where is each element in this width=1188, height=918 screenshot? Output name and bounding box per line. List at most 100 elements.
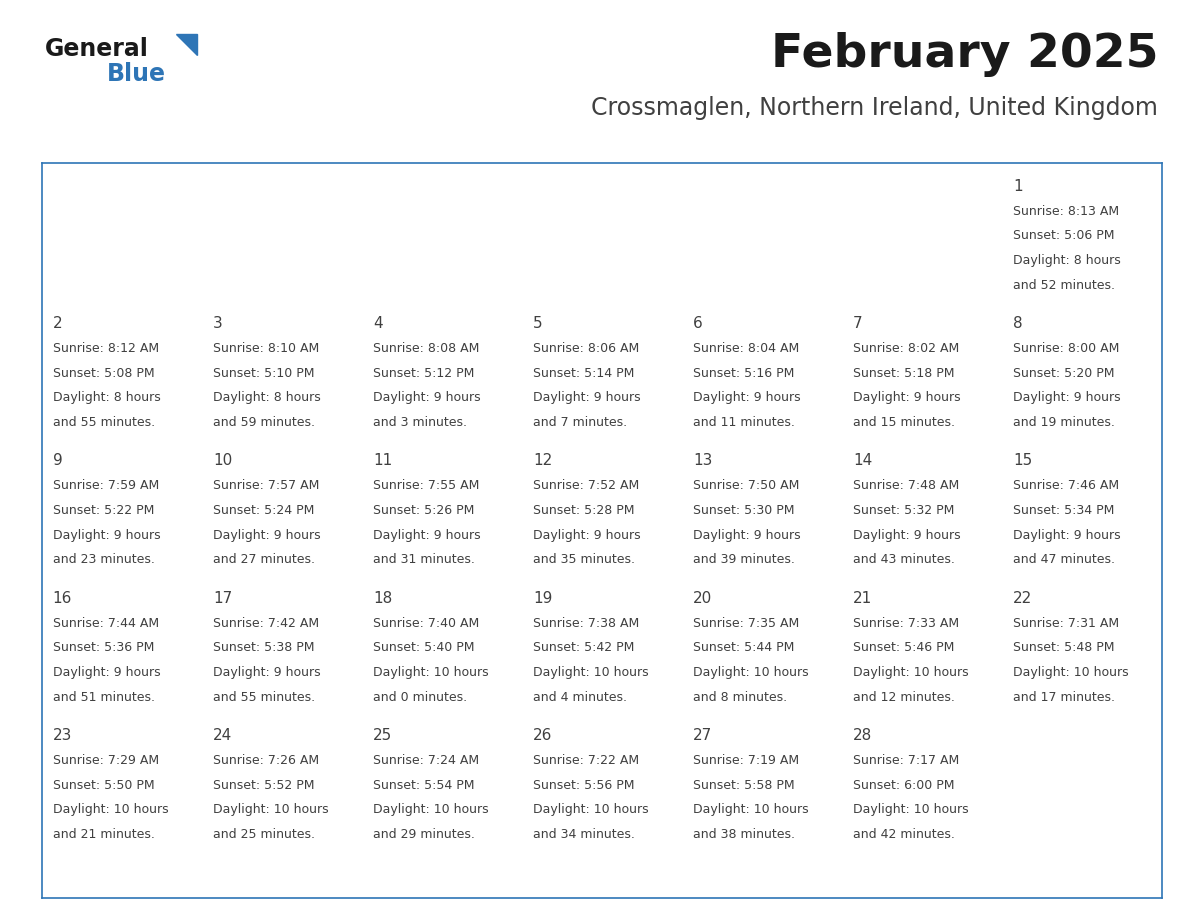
- Text: and 39 minutes.: and 39 minutes.: [693, 554, 795, 566]
- Text: Sunset: 5:58 PM: Sunset: 5:58 PM: [693, 778, 795, 791]
- Text: and 0 minutes.: and 0 minutes.: [373, 690, 467, 704]
- Text: 4: 4: [373, 316, 383, 330]
- Text: 26: 26: [533, 728, 552, 743]
- Text: Daylight: 8 hours: Daylight: 8 hours: [1013, 254, 1120, 267]
- Text: Sunrise: 7:33 AM: Sunrise: 7:33 AM: [853, 617, 959, 630]
- Text: Crossmaglen, Northern Ireland, United Kingdom: Crossmaglen, Northern Ireland, United Ki…: [592, 96, 1158, 120]
- Text: Daylight: 10 hours: Daylight: 10 hours: [693, 803, 809, 816]
- Text: 15: 15: [1013, 453, 1032, 468]
- Text: and 4 minutes.: and 4 minutes.: [533, 690, 627, 704]
- Text: Daylight: 10 hours: Daylight: 10 hours: [693, 666, 809, 679]
- Text: Sunrise: 7:52 AM: Sunrise: 7:52 AM: [533, 479, 639, 492]
- Text: Sunset: 5:54 PM: Sunset: 5:54 PM: [373, 778, 474, 791]
- Text: and 25 minutes.: and 25 minutes.: [213, 828, 315, 841]
- Text: General: General: [45, 37, 148, 61]
- Text: Sunrise: 7:48 AM: Sunrise: 7:48 AM: [853, 479, 959, 492]
- Text: and 12 minutes.: and 12 minutes.: [853, 690, 955, 704]
- Text: Sunrise: 7:46 AM: Sunrise: 7:46 AM: [1013, 479, 1119, 492]
- Text: Daylight: 9 hours: Daylight: 9 hours: [213, 666, 321, 679]
- Text: Sunrise: 7:57 AM: Sunrise: 7:57 AM: [213, 479, 320, 492]
- Text: Daylight: 9 hours: Daylight: 9 hours: [853, 529, 961, 542]
- Text: 11: 11: [373, 453, 392, 468]
- Text: 28: 28: [853, 728, 872, 743]
- Text: Sunrise: 7:50 AM: Sunrise: 7:50 AM: [693, 479, 800, 492]
- Text: 1: 1: [1013, 178, 1023, 194]
- Text: Sunrise: 7:31 AM: Sunrise: 7:31 AM: [1013, 617, 1119, 630]
- Text: Sunrise: 7:29 AM: Sunrise: 7:29 AM: [52, 754, 159, 767]
- Text: Daylight: 9 hours: Daylight: 9 hours: [373, 529, 480, 542]
- Text: Sunset: 5:52 PM: Sunset: 5:52 PM: [213, 778, 315, 791]
- Text: and 27 minutes.: and 27 minutes.: [213, 554, 315, 566]
- Text: 3: 3: [213, 316, 222, 330]
- Text: 12: 12: [533, 453, 552, 468]
- Text: 17: 17: [213, 590, 232, 606]
- Text: February 2025: February 2025: [771, 32, 1158, 77]
- Text: Sunrise: 7:42 AM: Sunrise: 7:42 AM: [213, 617, 318, 630]
- Text: and 43 minutes.: and 43 minutes.: [853, 554, 955, 566]
- Text: Sunrise: 7:59 AM: Sunrise: 7:59 AM: [52, 479, 159, 492]
- Text: and 19 minutes.: and 19 minutes.: [1013, 416, 1114, 429]
- Text: and 59 minutes.: and 59 minutes.: [213, 416, 315, 429]
- Text: Friday: Friday: [853, 132, 902, 147]
- Text: and 17 minutes.: and 17 minutes.: [1013, 690, 1116, 704]
- Text: Sunset: 5:26 PM: Sunset: 5:26 PM: [373, 504, 474, 517]
- Text: Sunset: 5:20 PM: Sunset: 5:20 PM: [1013, 366, 1114, 380]
- Text: Daylight: 10 hours: Daylight: 10 hours: [853, 666, 968, 679]
- Text: and 7 minutes.: and 7 minutes.: [533, 416, 627, 429]
- Text: and 21 minutes.: and 21 minutes.: [52, 828, 154, 841]
- Text: 24: 24: [213, 728, 232, 743]
- Text: and 55 minutes.: and 55 minutes.: [52, 416, 154, 429]
- Text: and 31 minutes.: and 31 minutes.: [373, 554, 475, 566]
- Text: 18: 18: [373, 590, 392, 606]
- Text: Daylight: 10 hours: Daylight: 10 hours: [853, 803, 968, 816]
- Text: Sunset: 5:24 PM: Sunset: 5:24 PM: [213, 504, 314, 517]
- Text: 8: 8: [1013, 316, 1023, 330]
- Text: Thursday: Thursday: [693, 132, 767, 147]
- Text: 25: 25: [373, 728, 392, 743]
- Text: Sunrise: 8:13 AM: Sunrise: 8:13 AM: [1013, 205, 1119, 218]
- Text: Sunrise: 7:35 AM: Sunrise: 7:35 AM: [693, 617, 800, 630]
- Text: Sunset: 5:56 PM: Sunset: 5:56 PM: [533, 778, 634, 791]
- Text: Sunrise: 7:19 AM: Sunrise: 7:19 AM: [693, 754, 800, 767]
- Text: Monday: Monday: [213, 132, 277, 147]
- Text: Daylight: 10 hours: Daylight: 10 hours: [213, 803, 328, 816]
- Text: Sunset: 5:14 PM: Sunset: 5:14 PM: [533, 366, 634, 380]
- Text: Sunset: 5:34 PM: Sunset: 5:34 PM: [1013, 504, 1114, 517]
- Text: Daylight: 9 hours: Daylight: 9 hours: [373, 391, 480, 404]
- Text: Sunrise: 8:00 AM: Sunrise: 8:00 AM: [1013, 341, 1119, 355]
- Text: 20: 20: [693, 590, 712, 606]
- Text: and 52 minutes.: and 52 minutes.: [1013, 279, 1116, 292]
- Text: Sunset: 5:18 PM: Sunset: 5:18 PM: [853, 366, 954, 380]
- Text: Sunset: 5:48 PM: Sunset: 5:48 PM: [1013, 642, 1114, 655]
- Text: and 15 minutes.: and 15 minutes.: [853, 416, 955, 429]
- Text: Sunrise: 7:26 AM: Sunrise: 7:26 AM: [213, 754, 318, 767]
- Text: 19: 19: [533, 590, 552, 606]
- Text: Sunrise: 7:24 AM: Sunrise: 7:24 AM: [373, 754, 479, 767]
- Text: Daylight: 10 hours: Daylight: 10 hours: [373, 803, 488, 816]
- Text: 7: 7: [853, 316, 862, 330]
- Text: Sunset: 5:10 PM: Sunset: 5:10 PM: [213, 366, 315, 380]
- Text: Daylight: 9 hours: Daylight: 9 hours: [213, 529, 321, 542]
- Text: 2: 2: [52, 316, 63, 330]
- Text: 9: 9: [52, 453, 63, 468]
- Text: Sunday: Sunday: [52, 132, 113, 147]
- Text: 16: 16: [52, 590, 72, 606]
- Text: and 29 minutes.: and 29 minutes.: [373, 828, 475, 841]
- Text: Sunset: 5:50 PM: Sunset: 5:50 PM: [52, 778, 154, 791]
- Text: and 11 minutes.: and 11 minutes.: [693, 416, 795, 429]
- Text: and 3 minutes.: and 3 minutes.: [373, 416, 467, 429]
- Text: Daylight: 9 hours: Daylight: 9 hours: [52, 529, 160, 542]
- Text: Wednesday: Wednesday: [533, 132, 626, 147]
- Text: Sunrise: 7:55 AM: Sunrise: 7:55 AM: [373, 479, 479, 492]
- Text: Sunset: 5:36 PM: Sunset: 5:36 PM: [52, 642, 154, 655]
- Text: Sunset: 5:38 PM: Sunset: 5:38 PM: [213, 642, 315, 655]
- Text: Daylight: 9 hours: Daylight: 9 hours: [693, 529, 801, 542]
- Text: and 51 minutes.: and 51 minutes.: [52, 690, 154, 704]
- Text: 22: 22: [1013, 590, 1032, 606]
- Text: Blue: Blue: [107, 62, 166, 86]
- Text: Sunrise: 7:38 AM: Sunrise: 7:38 AM: [533, 617, 639, 630]
- Text: Daylight: 10 hours: Daylight: 10 hours: [533, 666, 649, 679]
- Text: Sunset: 5:30 PM: Sunset: 5:30 PM: [693, 504, 795, 517]
- Text: Daylight: 8 hours: Daylight: 8 hours: [213, 391, 321, 404]
- Text: Tuesday: Tuesday: [373, 132, 438, 147]
